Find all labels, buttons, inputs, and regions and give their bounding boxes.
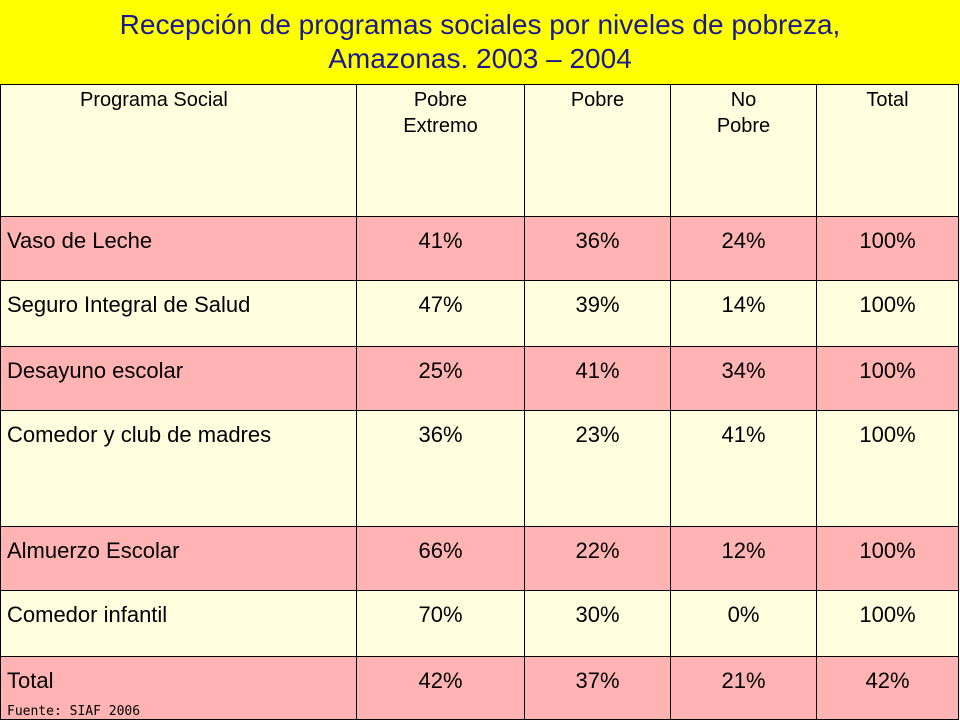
- table-row: Seguro Integral de Salud 47% 39% 14% 100…: [0, 280, 959, 347]
- table-row-total: Total Fuente: SIAF 2006 42% 37% 21% 42%: [0, 656, 959, 720]
- pobre-extremo-cell: 42%: [356, 656, 525, 720]
- table-header-row: Programa Social Pobre Extremo Pobre No P…: [0, 84, 959, 217]
- pobre-cell: 23%: [524, 410, 671, 527]
- pobre-extremo-cell: 25%: [356, 346, 525, 411]
- total-cell: 100%: [816, 346, 959, 411]
- program-name-cell: Comedor infantil: [0, 590, 357, 657]
- no-pobre-cell: 12%: [670, 526, 817, 591]
- no-pobre-cell: 14%: [670, 280, 817, 347]
- source-note: Fuente: SIAF 2006: [7, 704, 141, 719]
- program-name-cell: Total Fuente: SIAF 2006: [0, 656, 357, 720]
- header-no-pobre: No Pobre: [670, 84, 817, 217]
- page-title: Recepción de programas sociales por nive…: [119, 9, 841, 74]
- total-cell: 42%: [816, 656, 959, 720]
- total-cell: 100%: [816, 590, 959, 657]
- total-cell: 100%: [816, 526, 959, 591]
- no-pobre-cell: 0%: [670, 590, 817, 657]
- header-programa-social: Programa Social: [0, 84, 357, 217]
- table-row: Desayuno escolar 25% 41% 34% 100%: [0, 346, 959, 411]
- pobre-cell: 39%: [524, 280, 671, 347]
- program-name-cell: Seguro Integral de Salud: [0, 280, 357, 347]
- pobre-cell: 36%: [524, 216, 671, 281]
- title-banner: Recepción de programas sociales por nive…: [0, 0, 960, 84]
- pobre-cell: 22%: [524, 526, 671, 591]
- no-pobre-cell: 24%: [670, 216, 817, 281]
- program-name-cell: Vaso de Leche: [0, 216, 357, 281]
- program-name-cell: Comedor y club de madres: [0, 410, 357, 527]
- pobre-extremo-cell: 66%: [356, 526, 525, 591]
- total-cell: 100%: [816, 216, 959, 281]
- program-name-cell: Desayuno escolar: [0, 346, 357, 411]
- no-pobre-cell: 21%: [670, 656, 817, 720]
- table-row: Almuerzo Escolar 66% 22% 12% 100%: [0, 526, 959, 591]
- program-name-cell: Almuerzo Escolar: [0, 526, 357, 591]
- table-row: Vaso de Leche 41% 36% 24% 100%: [0, 216, 959, 281]
- pobre-extremo-cell: 41%: [356, 216, 525, 281]
- total-cell: 100%: [816, 410, 959, 527]
- poverty-programs-table: Programa Social Pobre Extremo Pobre No P…: [0, 84, 959, 720]
- pobre-extremo-cell: 70%: [356, 590, 525, 657]
- no-pobre-cell: 34%: [670, 346, 817, 411]
- total-label: Total: [7, 668, 54, 693]
- pobre-cell: 30%: [524, 590, 671, 657]
- pobre-extremo-cell: 36%: [356, 410, 525, 527]
- table-row: Comedor infantil 70% 30% 0% 100%: [0, 590, 959, 657]
- header-pobre: Pobre: [524, 84, 671, 217]
- total-cell: 100%: [816, 280, 959, 347]
- pobre-cell: 41%: [524, 346, 671, 411]
- no-pobre-cell: 41%: [670, 410, 817, 527]
- header-pobre-extremo: Pobre Extremo: [356, 84, 525, 217]
- pobre-cell: 37%: [524, 656, 671, 720]
- pobre-extremo-cell: 47%: [356, 280, 525, 347]
- table-row: Comedor y club de madres 36% 23% 41% 100…: [0, 410, 959, 527]
- header-total: Total: [816, 84, 959, 217]
